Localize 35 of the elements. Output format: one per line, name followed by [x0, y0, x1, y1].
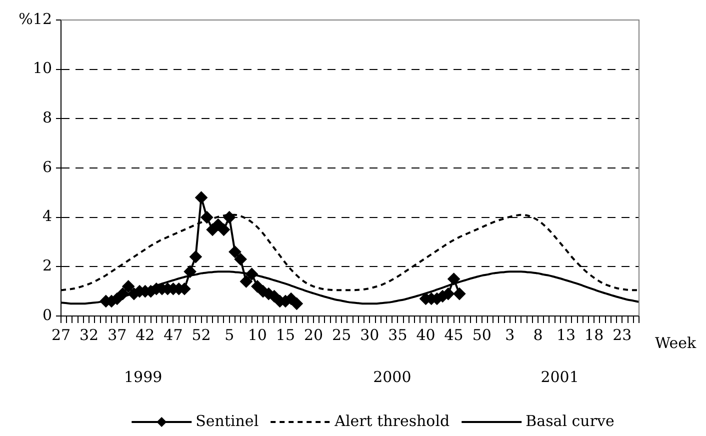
x-tick-label: 47 — [164, 326, 183, 344]
y-tick-label: %12 — [18, 10, 52, 28]
x-tick-label: 30 — [360, 326, 380, 344]
x-tick-label: 20 — [304, 326, 324, 344]
x-tick-label: 35 — [388, 326, 408, 344]
y-tick-label: 6 — [42, 158, 52, 176]
y-tick-label: 8 — [42, 108, 52, 127]
x-tick-label: 50 — [472, 326, 492, 344]
x-tick-label: 8 — [533, 326, 543, 344]
x-tick-label: 3 — [505, 326, 515, 344]
x-tick-label: 13 — [556, 326, 576, 344]
x-tick-label: 37 — [108, 326, 127, 344]
text: 1999 — [124, 368, 162, 386]
legend-label: Sentinel — [196, 412, 259, 430]
x-tick-label: 25 — [332, 326, 352, 344]
x-tick-label: 42 — [136, 326, 155, 344]
legend-label: Alert threshold — [334, 412, 450, 430]
x-tick-label: 10 — [248, 326, 267, 344]
x-tick-label: 27 — [51, 326, 71, 344]
x-tick-label: 5 — [224, 326, 234, 344]
legend-label: Basal curve — [526, 412, 614, 430]
x-tick-label: 23 — [612, 326, 632, 344]
text: 2001 — [540, 368, 579, 386]
y-tick-label: 4 — [42, 207, 52, 226]
x-tick-label: 45 — [444, 326, 464, 344]
x-tick-label: 18 — [584, 326, 604, 344]
x-axis-title: Week — [655, 334, 697, 352]
y-tick-label: 2 — [42, 256, 52, 275]
x-tick-label: 15 — [276, 326, 296, 344]
y-tick-label: 10 — [32, 59, 52, 78]
x-tick-label: 40 — [416, 326, 436, 344]
x-tick-label: 52 — [192, 326, 211, 344]
y-tick-label: 0 — [42, 306, 52, 324]
x-tick-label: 32 — [80, 326, 99, 344]
text: 2000 — [373, 368, 412, 386]
